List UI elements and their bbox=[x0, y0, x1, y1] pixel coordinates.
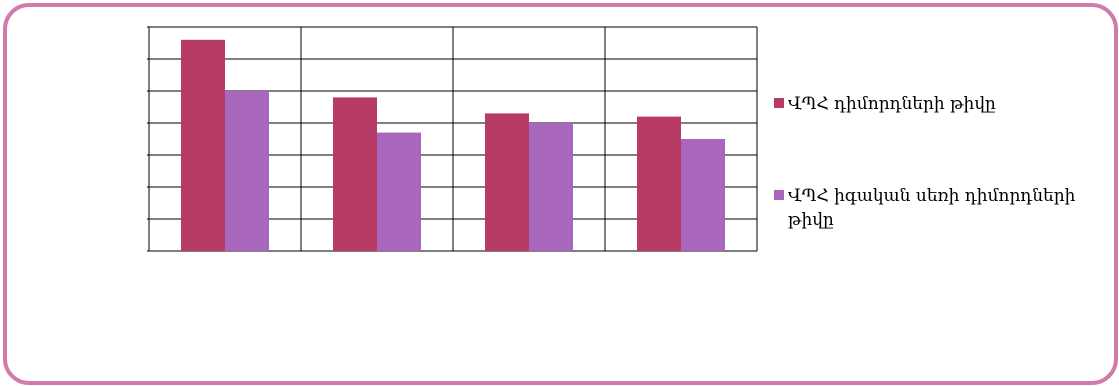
bar-series-2-category-1 bbox=[225, 91, 269, 251]
bar-series-2-category-2 bbox=[377, 132, 421, 251]
bar-series-2-category-3 bbox=[529, 123, 573, 251]
legend-label-series-1: ՎՊՀ դիմորդների թիվը bbox=[788, 94, 996, 114]
bars bbox=[181, 39, 725, 252]
bar-series-1-category-2 bbox=[333, 97, 377, 252]
legend-label-series-2: ՎՊՀ իգական սեռի դիմորդների թիվը bbox=[788, 186, 1076, 230]
legend-swatch-series-1 bbox=[774, 98, 784, 108]
legend-item-series-2: ՎՊՀ իգական սեռի դիմորդների թիվը bbox=[774, 184, 1108, 232]
bar-series-2-category-4 bbox=[681, 139, 725, 251]
bar-series-1-category-1 bbox=[181, 39, 225, 251]
legend-item-series-1: ՎՊՀ դիմորդների թիվը bbox=[774, 92, 1108, 116]
legend-swatch-series-2 bbox=[774, 190, 784, 200]
bar-series-1-category-4 bbox=[637, 116, 681, 251]
bar-series-1-category-3 bbox=[485, 113, 529, 252]
